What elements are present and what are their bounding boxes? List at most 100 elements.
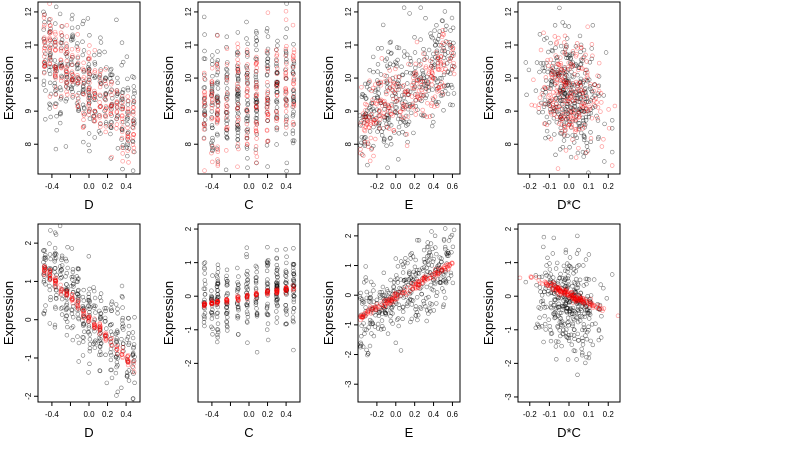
observed-point — [202, 85, 208, 90]
observed-point — [432, 233, 438, 239]
observed-point — [413, 257, 418, 263]
fitted-point — [413, 286, 419, 291]
observed-point — [430, 113, 435, 118]
fitted-point — [561, 79, 567, 84]
observed-point — [566, 338, 572, 343]
observed-point — [244, 302, 249, 307]
y-tick-label: -2 — [24, 392, 33, 400]
observed-point — [48, 114, 53, 120]
observed-point — [421, 57, 427, 62]
observed-point — [284, 76, 289, 81]
x-tick-label: -0.4 — [45, 410, 59, 419]
fitted-point — [114, 122, 120, 127]
observed-point — [444, 23, 449, 28]
observed-point — [571, 110, 577, 116]
fitted-point — [562, 289, 568, 294]
fitted-point — [556, 121, 562, 126]
observed-point — [244, 146, 250, 151]
x-tick-label: 0.4 — [121, 182, 133, 191]
fitted-point — [53, 279, 59, 284]
y-axis-label: Expression — [1, 56, 16, 120]
fitted-point — [64, 51, 69, 57]
observed-point — [290, 113, 296, 119]
y-tick-label: 1 — [24, 279, 33, 284]
observed-point — [63, 144, 69, 149]
observed-point — [567, 121, 572, 127]
fitted-point — [579, 87, 584, 93]
fitted-point — [418, 62, 424, 67]
fitted-point — [518, 275, 523, 281]
fitted-point — [283, 17, 289, 22]
fitted-point — [389, 103, 394, 109]
fitted-point — [209, 301, 214, 307]
observed-point — [102, 96, 107, 101]
observed-point — [586, 170, 591, 174]
observed-point — [583, 114, 589, 120]
observed-point — [572, 336, 577, 341]
observed-point — [266, 258, 271, 263]
fitted-point — [580, 295, 586, 301]
observed-point — [291, 94, 296, 100]
fitted-point — [556, 104, 561, 110]
observed-point — [430, 60, 435, 65]
observed-point — [401, 295, 406, 300]
observed-point — [544, 114, 550, 120]
observed-point — [214, 110, 220, 116]
x-axis-label: E — [405, 425, 414, 440]
fitted-point — [372, 121, 377, 126]
fitted-point — [274, 289, 280, 295]
fitted-point — [384, 300, 390, 305]
observed-point — [70, 77, 75, 82]
observed-point — [119, 106, 124, 112]
observed-point — [434, 48, 440, 53]
fitted-point — [583, 299, 589, 304]
fitted-point — [86, 103, 91, 108]
fitted-point — [552, 289, 558, 294]
observed-point — [369, 331, 374, 336]
observed-point — [581, 263, 586, 268]
observed-point — [365, 351, 371, 356]
observed-point — [449, 15, 455, 21]
observed-point — [548, 290, 553, 295]
observed-point — [245, 81, 250, 87]
fitted-point — [589, 301, 595, 306]
fitted-point — [53, 36, 58, 42]
fitted-point — [92, 323, 97, 329]
observed-point — [87, 346, 93, 351]
fitted-point — [377, 108, 382, 114]
observed-point — [577, 92, 583, 97]
observed-point — [104, 84, 109, 89]
fitted-point — [406, 290, 411, 296]
observed-point — [63, 98, 69, 104]
observed-point — [544, 304, 549, 310]
fitted-point — [209, 299, 215, 304]
observed-point — [65, 245, 70, 250]
fitted-point — [235, 295, 241, 301]
fitted-point — [427, 114, 433, 119]
observed-point — [392, 99, 398, 105]
observed-point — [400, 129, 405, 135]
observed-point — [568, 154, 574, 160]
observed-point — [548, 279, 553, 285]
fitted-point — [52, 278, 58, 283]
fitted-point — [406, 92, 411, 98]
fitted-point — [394, 291, 399, 297]
fitted-point — [290, 287, 296, 293]
x-tick-label: -0.1 — [542, 182, 556, 191]
observed-point — [265, 101, 271, 107]
observed-point — [109, 79, 114, 84]
observed-point — [76, 307, 81, 312]
observed-point — [588, 98, 593, 103]
observed-point — [64, 79, 69, 85]
observed-point — [59, 292, 64, 297]
fitted-point — [366, 124, 371, 130]
fitted-point — [445, 262, 451, 267]
fitted-point — [376, 113, 381, 119]
observed-point — [125, 102, 131, 107]
observed-point — [546, 317, 551, 322]
observed-point — [555, 58, 560, 63]
observed-point — [421, 257, 427, 262]
observed-point — [535, 323, 541, 328]
fitted-point — [402, 92, 407, 97]
fitted-point — [254, 83, 260, 88]
